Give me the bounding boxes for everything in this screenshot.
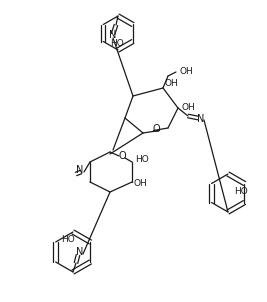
Text: N: N <box>76 247 84 257</box>
Text: HO: HO <box>110 38 124 47</box>
Text: OH: OH <box>164 79 178 88</box>
Text: O: O <box>118 151 126 161</box>
Text: N: N <box>109 30 117 40</box>
Text: HO: HO <box>135 156 149 165</box>
Text: N: N <box>197 114 205 124</box>
Text: O: O <box>153 124 160 134</box>
Text: HO: HO <box>235 187 248 196</box>
Text: N: N <box>76 165 84 175</box>
Text: OH: OH <box>181 104 195 113</box>
Text: OH: OH <box>179 66 193 76</box>
Text: HO: HO <box>61 236 75 245</box>
Text: OH: OH <box>133 179 147 188</box>
